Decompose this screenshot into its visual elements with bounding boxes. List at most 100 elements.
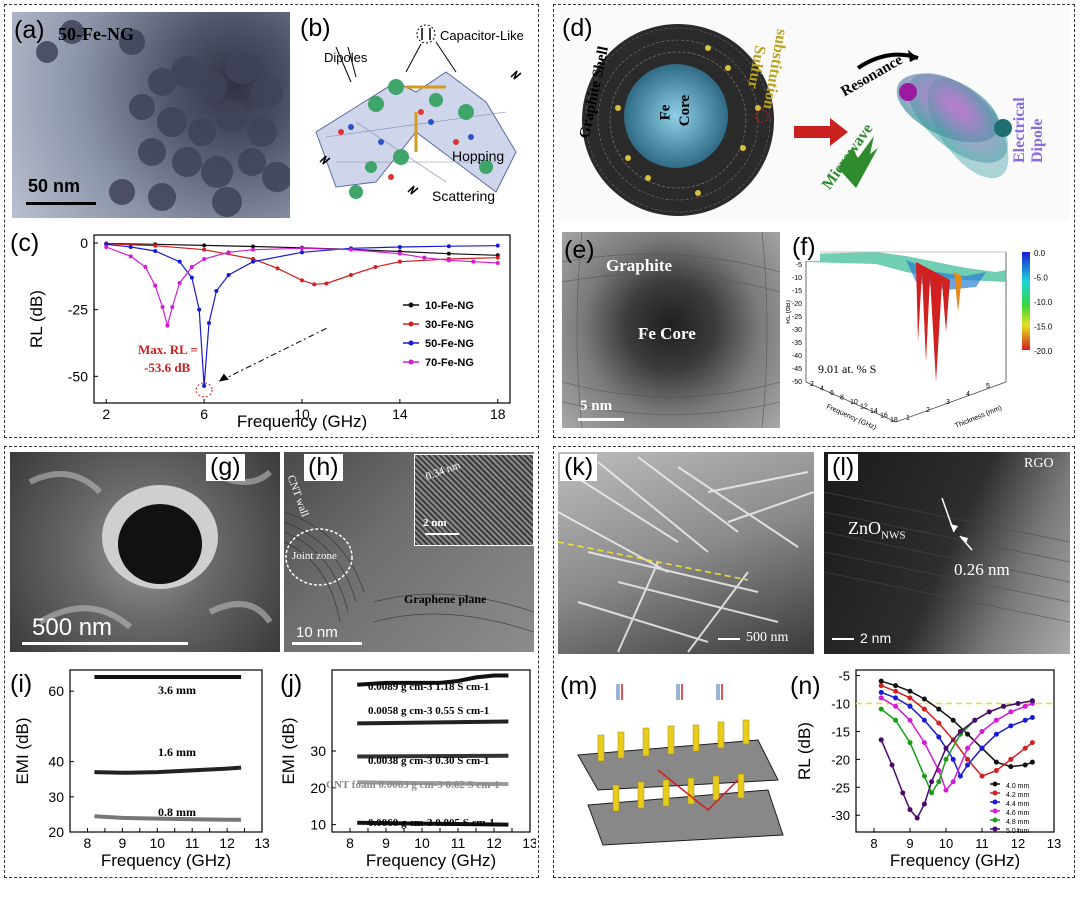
panel-c-max-value: -53.6 dB	[144, 360, 191, 375]
i-series-label: 1.6 mm	[158, 745, 196, 759]
n-data-point	[921, 706, 927, 712]
n-data-point	[1022, 703, 1028, 709]
n-data-point	[943, 756, 949, 762]
i-xtick-label: 11	[185, 835, 200, 851]
j-xlabel: Frequency (GHz)	[366, 851, 496, 870]
n-data-point	[914, 815, 920, 821]
c-data-point	[495, 255, 500, 260]
f-thick-tick: 3	[946, 399, 950, 406]
n-data-point	[1001, 703, 1007, 709]
panel-l-zno: ZnONWS	[848, 518, 905, 542]
j-series-label: 0.0038 g cm-3 0.30 S cm-1	[368, 755, 489, 767]
panel-h-scalebar	[292, 642, 362, 645]
panel-d-label: (d)	[562, 14, 593, 42]
emi-chart-j: 8 9 10 11 12 13 10 20 30 Frequency (GHz) EMI (dB) 0…	[279, 669, 536, 870]
n-data-point	[979, 745, 985, 751]
c-xtick-label: 2	[102, 406, 110, 422]
j-series-line	[357, 820, 509, 827]
c-data-point	[202, 383, 207, 388]
n-data-point	[907, 717, 913, 723]
panel-h-scale: 10 nm	[296, 624, 338, 641]
panel-e-graphite: Graphite	[606, 256, 673, 275]
emi-chart-i: 8 9 10 11 12 13 20 30 40 60 Frequency (GHz) EMI (dB…	[13, 669, 270, 870]
n-data-point	[878, 737, 884, 743]
panel-a-scale: 50 nm	[28, 176, 81, 196]
f-colorbar-label: -10.0	[1034, 298, 1053, 307]
c-ytick-label: -50	[68, 368, 88, 384]
c-data-point	[495, 261, 500, 265]
n-data-point	[957, 728, 963, 734]
c-legend-label: 70-Fe-NG	[425, 357, 474, 369]
n-legend-label: 4.6 mm	[1006, 810, 1030, 817]
panel-n-label-text: (n)	[790, 672, 821, 700]
n-data-point	[1022, 717, 1028, 723]
panel-f-annotation: 9.01 at. % S	[818, 362, 877, 376]
n-legend-marker	[992, 790, 998, 796]
j-series-line	[357, 753, 509, 759]
f-ztick-label: -35	[792, 340, 802, 347]
c-data-point	[251, 244, 256, 249]
f-ylabel: Thickness (mm)	[954, 405, 1003, 430]
j-series-line	[357, 673, 509, 687]
n-data-point	[893, 717, 899, 723]
n-data-point	[965, 762, 971, 768]
panel-e-label: (e)	[564, 236, 595, 264]
i-ytick-label: 40	[48, 754, 64, 770]
c-data-point	[143, 265, 148, 269]
n-data-point	[965, 731, 971, 737]
c-data-point	[226, 273, 231, 277]
j-xtick-label: 12	[486, 835, 502, 851]
panel-j-chart: (j) 8 9 10 11 12 13 10 20 30 Frequency (GHz) EMI (…	[274, 660, 536, 874]
n-xtick-label: 11	[975, 836, 989, 851]
c-data-point	[153, 283, 158, 288]
n-ytick-label: -25	[831, 780, 850, 795]
n-ytick-label: -5	[838, 669, 850, 684]
n-data-point	[921, 717, 927, 723]
n-data-point	[921, 773, 927, 779]
n-legend-label: 4.2 mm	[1006, 792, 1030, 799]
f-ztick-label: -10	[792, 275, 802, 282]
c-data-point	[446, 244, 451, 249]
n-data-point	[878, 695, 884, 701]
panel-k-scale: 500 nm	[746, 630, 789, 645]
i-xtick-label: 9	[118, 835, 126, 851]
f-freq-tick: 16	[880, 413, 888, 420]
n-data-point	[979, 773, 985, 779]
panel-b-label: (b)	[300, 14, 331, 42]
f-thick-tick: 4	[966, 391, 970, 398]
n-data-point	[893, 703, 899, 709]
frame-bottom-right	[553, 446, 1075, 878]
rgo-zno-sandwich	[577, 684, 784, 846]
n-data-point	[889, 762, 895, 768]
panel-h-plane: Graphene plane	[404, 592, 487, 606]
c-xtick-label: 18	[490, 406, 506, 422]
j-series-line	[357, 780, 509, 787]
nanotube-cross-section	[28, 469, 273, 630]
f-ztick-label: -45	[792, 366, 802, 373]
panel-l-zno-sub: NWS	[881, 529, 906, 542]
i-xtick-label: 12	[219, 835, 235, 851]
i-ytick-label: 20	[48, 824, 64, 840]
n-xtick-label: 9	[906, 836, 913, 851]
n-legend-marker	[992, 817, 998, 823]
f-freq-tick: 12	[860, 404, 868, 411]
f-axes-box	[805, 252, 1007, 423]
n-xtick-label: 8	[870, 836, 877, 851]
f-ztick-label: -20	[792, 301, 802, 308]
rl-chart-n: 8 9 10 11 12 13 -5 -10 -15 -20 -25 -30 Frequency (GH…	[795, 669, 1061, 870]
i-series-label: 0.8 mm	[158, 805, 196, 819]
c-data-point	[373, 265, 378, 269]
c-xtick-label: 14	[392, 406, 408, 422]
n-data-point	[907, 807, 913, 813]
n-data-point	[993, 759, 999, 765]
n-data-point	[907, 740, 913, 746]
n-data-point	[893, 695, 899, 701]
panel-k-sem-image: (k) 500 nm	[558, 452, 814, 654]
panel-h-joint: Joint zone	[292, 550, 337, 562]
f-ztick-label: -40	[792, 353, 802, 360]
f-thick-tick: 5	[986, 383, 990, 390]
panel-e-core: Fe Core	[638, 324, 696, 343]
c-data-point	[202, 247, 207, 252]
n-data-point	[1008, 764, 1014, 770]
j-xtick-label: 11	[451, 835, 466, 851]
